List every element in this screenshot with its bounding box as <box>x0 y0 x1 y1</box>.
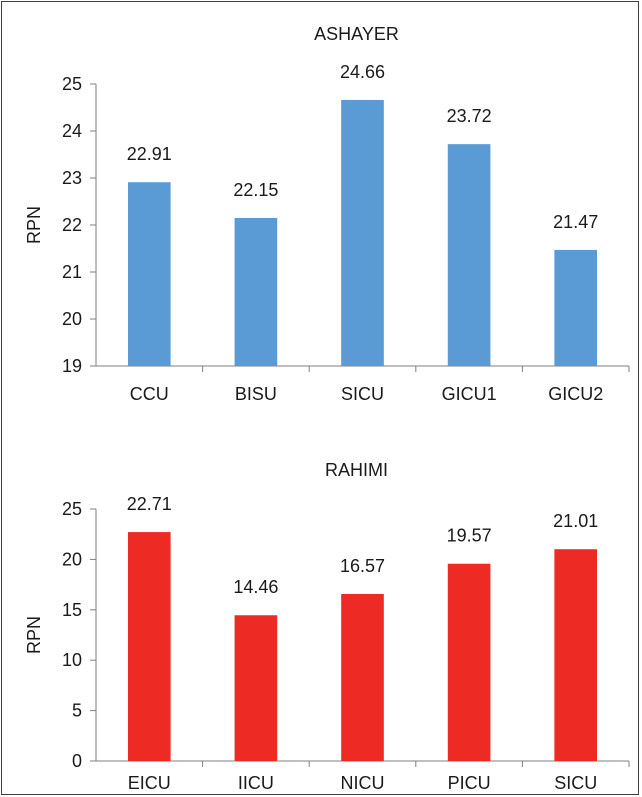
chart1-x-tick-label: GICU2 <box>548 384 603 404</box>
chart1-bar <box>234 217 278 366</box>
chart2-x-tick-label: PICU <box>448 773 491 793</box>
chart1-bar <box>554 249 598 366</box>
chart2-bar <box>554 549 598 761</box>
chart1-title: ASHAYER <box>314 24 399 44</box>
chart2-y-tick-label: 20 <box>62 549 82 569</box>
chart1-y-tick-label: 24 <box>62 121 82 141</box>
chart1-data-label: 22.91 <box>127 144 172 164</box>
chart1-y-tick-label: 19 <box>62 356 82 376</box>
chart2-y-tick-label: 0 <box>72 751 82 771</box>
chart2-data-label: 19.57 <box>447 526 492 546</box>
chart2-x-tick-label: NICU <box>341 773 385 793</box>
chart2-y-tick-label: 25 <box>62 499 82 519</box>
chart2-bar <box>127 532 171 761</box>
chart2-y-tick-label: 10 <box>62 650 82 670</box>
chart2-y-axis-label: RPN <box>24 616 44 654</box>
chart1-y-tick-label: 21 <box>62 262 82 282</box>
chart1-x-tick-label: CCU <box>130 384 169 404</box>
chart1-y-tick-label: 20 <box>62 309 82 329</box>
chart2-y-tick-label: 5 <box>72 701 82 721</box>
chart1-x-tick-label: GICU1 <box>442 384 497 404</box>
chart2-bar <box>341 593 384 761</box>
chart2-title: RAHIMI <box>325 460 388 480</box>
chart2-bar <box>234 615 278 761</box>
chart2-x-tick-label: SICU <box>554 773 597 793</box>
chart1-y-axis-label: RPN <box>24 206 44 244</box>
chart1-y-tick-label: 23 <box>62 168 82 188</box>
chart1-y-tick-label: 25 <box>62 74 82 94</box>
chart2-x-tick-label: EICU <box>128 773 171 793</box>
chart2-y-tick-label: 15 <box>62 600 82 620</box>
chart2-x-tick-label: IICU <box>238 773 274 793</box>
chart1-x-tick-label: BISU <box>235 384 277 404</box>
chart2-data-label: 14.46 <box>233 577 278 597</box>
chart1-y-tick-label: 22 <box>62 215 82 235</box>
chart1-data-label: 21.47 <box>553 212 598 232</box>
chart2-data-label: 22.71 <box>127 494 172 514</box>
chart1-bar <box>447 144 491 366</box>
chart2-bar <box>447 563 491 761</box>
chart1-bar <box>341 99 384 366</box>
chart1-data-label: 24.66 <box>340 62 385 82</box>
chart1-data-label: 23.72 <box>447 106 492 126</box>
chart1-data-label: 22.15 <box>233 180 278 200</box>
chart1-bar <box>127 182 171 366</box>
chart1-x-tick-label: SICU <box>341 384 384 404</box>
chart2-data-label: 21.01 <box>553 511 598 531</box>
chart2-data-label: 16.57 <box>340 556 385 576</box>
